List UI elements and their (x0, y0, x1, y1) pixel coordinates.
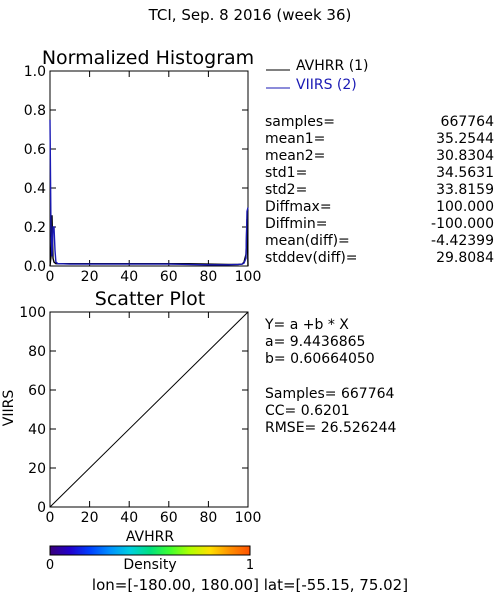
stat-value-samples: 667764 (441, 114, 495, 130)
colorbar-min-label: 0 (46, 558, 54, 573)
histogram-x-tick-label: 60 (160, 269, 178, 285)
scatter-stat-samples: Samples= 667764 (265, 386, 395, 402)
histogram-plot-area: 0 20 40 60 80 100 0.0 0.2 0.4 0.6 0.8 1.0 (24, 64, 262, 285)
one-to-one-line (49, 311, 249, 508)
scatter-y-tick-label: 60 (28, 383, 46, 399)
histogram-y-tick-label: 0.8 (24, 103, 46, 119)
histogram-series-line-avhrr (49, 215, 249, 267)
scatter-x-tick-label: 40 (120, 510, 138, 526)
histogram-stats: samples= 667764 mean1= 35.2544 mean2= 30… (265, 114, 494, 266)
scatter-y-tick-label: 40 (28, 422, 46, 438)
regression-equation: Y= a +b * X (264, 317, 349, 333)
scatter-title: Scatter Plot (95, 288, 205, 310)
histogram-y-tick-label: 0.2 (24, 220, 46, 236)
colorbar-max-label: 1 (246, 558, 254, 573)
histogram-series-line-viirs (49, 119, 249, 266)
histogram-y-tick-label: 0.4 (24, 181, 46, 197)
histogram-x-tick-label: 100 (235, 269, 262, 285)
stat-value-diffmax: 100.000 (436, 199, 494, 215)
scatter-panel: Scatter Plot 0 20 40 60 80 100 0 20 40 60 80 100 AV… (1, 288, 397, 573)
histogram-panel: Normalized Histogram 0 20 40 60 80 1000.00.20… (24, 47, 494, 285)
histogram-legend: AVHRR (1) VIIRS (2) (266, 58, 369, 93)
stat-value-std1: 34.5631 (436, 165, 494, 181)
density-colorbar: 0 Density 1 (46, 545, 254, 573)
legend-label-viirs: VIIRS (2) (296, 77, 357, 93)
geo-extent-footer: lon=[-180.00, 180.00] lat=[-55.15, 75.02… (92, 576, 408, 594)
stat-label-mean-diff: mean(diff)= (265, 233, 350, 249)
stat-value-std2: 33.8159 (436, 182, 494, 198)
histogram-title: Normalized Histogram (42, 47, 254, 69)
histogram-frame (49, 70, 249, 267)
histogram-y-tick-label: 1.0 (24, 64, 46, 80)
scatter-x-axis-label: AVHRR (126, 529, 175, 545)
regression-a: a= 9.4436865 (265, 334, 365, 350)
scatter-y-axis-label: VIIRS (1, 390, 17, 427)
scatter-x-tick-label: 100 (235, 510, 262, 526)
histogram-y-tick-label: 0.6 (24, 142, 46, 158)
stat-label-stddev-diff: stddev(diff)= (265, 250, 358, 266)
scatter-frame (49, 311, 249, 508)
scatter-x-tick-label: 20 (81, 510, 99, 526)
stat-value-mean-diff: -4.42399 (431, 233, 494, 249)
scatter-y-tick-label: 0 (37, 500, 46, 516)
scatter-y-tick-label: 20 (28, 461, 46, 477)
stat-value-mean1: 35.2544 (436, 131, 494, 147)
scatter-stat-rmse: RMSE= 26.526244 (265, 420, 397, 436)
scatter-x-tick-label: 60 (160, 510, 178, 526)
page-title: TCI, Sep. 8 2016 (week 36) (148, 6, 352, 24)
scatter-x-tick-label: 0 (46, 510, 55, 526)
scatter-y-tick-label: 100 (19, 305, 46, 321)
legend-label-avhrr: AVHRR (1) (296, 58, 369, 74)
scatter-y-tick-label: 80 (28, 344, 46, 360)
stat-label-std1: std1= (265, 165, 307, 181)
regression-info: Y= a +b * X a= 9.4436865 b= 0.60664050 S… (264, 317, 397, 436)
stat-label-diffmax: Diffmax= (265, 199, 332, 215)
histogram-x-tick-label: 80 (199, 269, 217, 285)
stat-label-mean2: mean2= (265, 148, 325, 164)
histogram-x-tick-label: 0 (46, 269, 55, 285)
regression-b: b= 0.60664050 (265, 351, 375, 367)
colorbar-gradient (49, 545, 251, 556)
stat-label-mean1: mean1= (265, 131, 325, 147)
scatter-x-tick-label: 80 (199, 510, 217, 526)
stat-value-mean2: 30.8304 (436, 148, 494, 164)
stat-value-stddev-diff: 29.8084 (436, 250, 494, 266)
stat-label-std2: std2= (265, 182, 307, 198)
scatter-stat-cc: CC= 0.6201 (265, 403, 350, 419)
colorbar-title: Density (123, 557, 176, 573)
stat-label-diffmin: Diffmin= (265, 216, 327, 232)
scatter-plot-area: 0 20 40 60 80 100 0 20 40 60 80 100 (19, 305, 261, 526)
stat-label-samples: samples= (265, 114, 335, 130)
histogram-x-tick-label: 40 (120, 269, 138, 285)
histogram-y-tick-label: 0.0 (24, 259, 46, 275)
stat-value-diffmin: -100.000 (431, 216, 494, 232)
histogram-x-tick-label: 20 (81, 269, 99, 285)
